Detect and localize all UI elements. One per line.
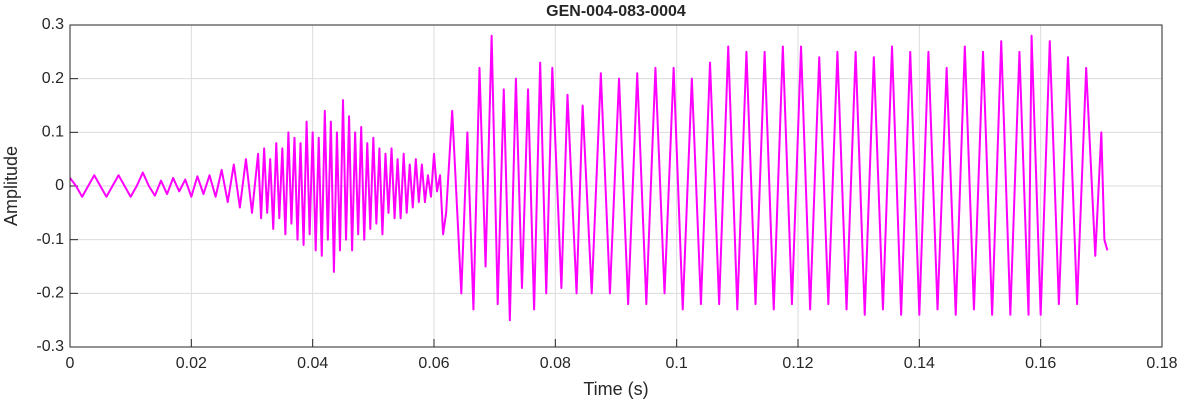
- y-tick-label: 0.2: [42, 70, 64, 87]
- x-tick-label: 0.02: [176, 355, 207, 372]
- x-tick-label: 0: [66, 355, 75, 372]
- y-tick-label: 0.1: [42, 124, 64, 141]
- x-tick-label: 0.18: [1146, 355, 1177, 372]
- x-tick-label: 0.06: [418, 355, 449, 372]
- y-tick-label: -0.2: [36, 285, 64, 302]
- plot-frame: [69, 24, 1163, 348]
- y-tick-label: -0.1: [36, 231, 64, 248]
- y-axis-label: Amplitude: [1, 146, 21, 226]
- y-tick-label: 0: [55, 177, 64, 194]
- x-tick-label: 0.14: [904, 355, 935, 372]
- chart-title: GEN-004-083-0004: [546, 3, 686, 20]
- x-tick-label: 0.1: [666, 355, 688, 372]
- x-tick-label: 0.12: [782, 355, 813, 372]
- x-axis-label: Time (s): [583, 379, 648, 399]
- y-tick-label: -0.3: [36, 338, 64, 355]
- waveform-line: [69, 34, 1109, 322]
- x-tick-label: 0.16: [1025, 355, 1056, 372]
- x-tick-label: 0.04: [297, 355, 328, 372]
- y-tick-label: 0.3: [42, 16, 64, 33]
- x-tick-label: 0.08: [540, 355, 571, 372]
